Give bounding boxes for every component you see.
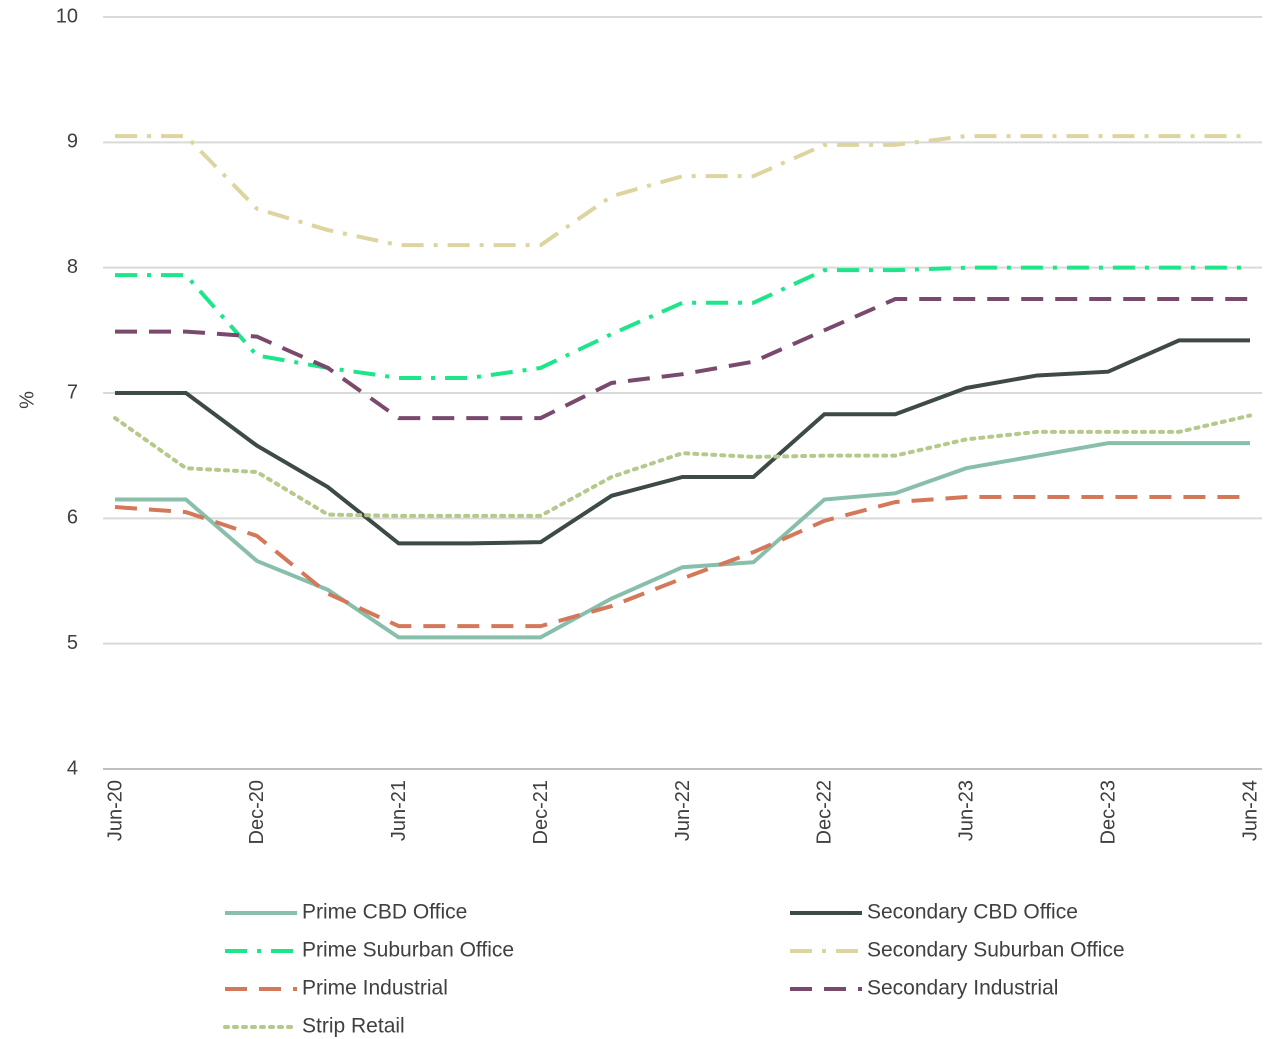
legend-label: Strip Retail	[302, 1015, 405, 1038]
series-line	[115, 134, 1250, 248]
x-tick-label: Dec-22	[814, 780, 836, 844]
x-tick-label: Dec-21	[530, 780, 552, 844]
x-tick-label: Jun-22	[672, 780, 694, 841]
x-tick-label: Dec-23	[1097, 780, 1119, 844]
legend-label: Prime CBD Office	[302, 901, 467, 924]
legend-label: Secondary Industrial	[867, 977, 1058, 1000]
series-line	[115, 441, 1250, 640]
series-line	[115, 265, 1250, 380]
y-tick-label: 9	[67, 131, 78, 153]
y-tick-label: 5	[67, 632, 78, 654]
legend-label: Secondary Suburban Office	[867, 939, 1125, 962]
x-tick-label: Jun-24	[1239, 780, 1261, 841]
y-tick-label: 8	[67, 256, 78, 278]
series-line	[115, 297, 1250, 421]
y-tick-label: 7	[67, 381, 78, 403]
x-tick-label: Jun-21	[388, 780, 410, 841]
y-tick-label: 6	[67, 507, 78, 529]
legend-label: Prime Suburban Office	[302, 939, 514, 962]
legend-label: Prime Industrial	[302, 977, 448, 1000]
legend-label: Secondary CBD Office	[867, 901, 1078, 924]
y-tick-label: 4	[67, 757, 78, 779]
x-tick-label: Jun-23	[956, 780, 978, 841]
series-line	[113, 413, 1252, 518]
x-tick-label: Jun-20	[104, 780, 126, 841]
series-line	[114, 495, 1250, 629]
y-tick-label: 10	[56, 5, 78, 27]
series-line	[115, 338, 1250, 546]
x-tick-label: Dec-20	[246, 780, 268, 844]
y-axis-label: %	[16, 391, 38, 409]
